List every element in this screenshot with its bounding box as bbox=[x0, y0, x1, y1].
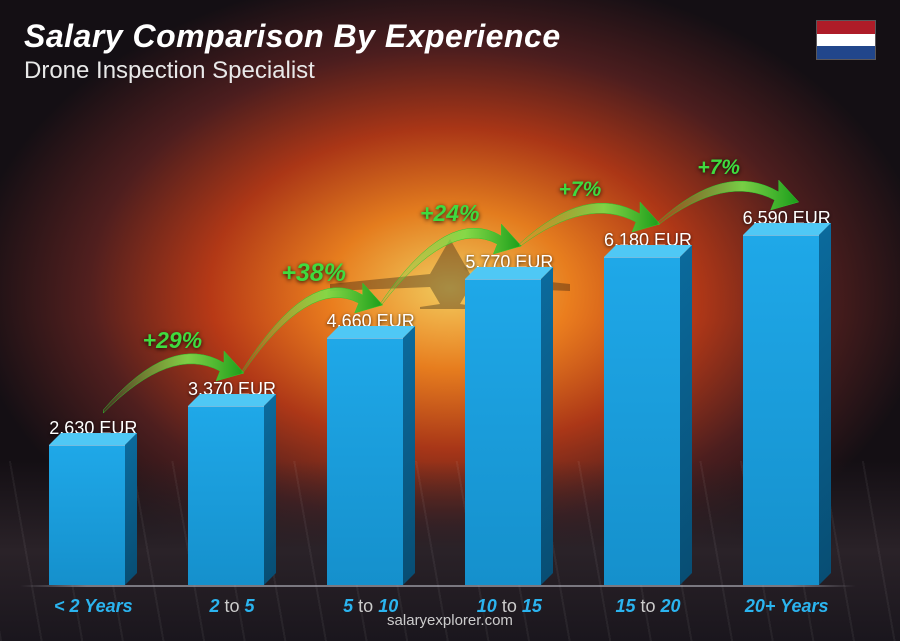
bar-top bbox=[743, 223, 831, 235]
bar-front bbox=[604, 257, 680, 585]
chart-title: Salary Comparison By Experience bbox=[24, 18, 561, 55]
bar-group: 2,630 EUR< 2 Years bbox=[30, 140, 157, 585]
bar-side bbox=[680, 245, 692, 585]
bar-group: 6,590 EUR20+ Years bbox=[723, 140, 850, 585]
bar-group: 6,180 EUR15 to 20 bbox=[585, 140, 712, 585]
bar-top bbox=[188, 394, 276, 406]
bar-top bbox=[604, 245, 692, 257]
bar-side bbox=[819, 223, 831, 585]
bar-top bbox=[49, 433, 137, 445]
bar-group: 4,660 EUR5 to 10 bbox=[307, 140, 434, 585]
flag-stripe bbox=[817, 46, 875, 59]
bar-front bbox=[188, 406, 264, 585]
title-block: Salary Comparison By Experience Drone In… bbox=[24, 18, 561, 85]
bar bbox=[188, 406, 276, 585]
bar-side bbox=[264, 394, 276, 585]
bar-side bbox=[125, 433, 137, 585]
flag-stripe bbox=[817, 21, 875, 34]
bar-front bbox=[743, 235, 819, 585]
bar-group: 5,770 EUR10 to 15 bbox=[446, 140, 573, 585]
bar-top bbox=[465, 267, 553, 279]
bar-front bbox=[465, 279, 541, 585]
chart-subtitle: Drone Inspection Specialist bbox=[24, 57, 561, 85]
bar-top bbox=[327, 326, 415, 338]
bar bbox=[743, 235, 831, 585]
bar bbox=[604, 257, 692, 585]
netherlands-flag-icon bbox=[816, 20, 876, 60]
chart-baseline bbox=[20, 585, 856, 587]
flag-stripe bbox=[817, 34, 875, 47]
bar bbox=[49, 445, 137, 585]
footer-attribution: salaryexplorer.com bbox=[0, 612, 900, 629]
bar-chart: 2,630 EUR< 2 Years3,370 EUR2 to 54,660 E… bbox=[30, 140, 850, 585]
bar-group: 3,370 EUR2 to 5 bbox=[169, 140, 296, 585]
bar-front bbox=[49, 445, 125, 585]
bar-front bbox=[327, 338, 403, 585]
bar-side bbox=[403, 326, 415, 585]
bar bbox=[327, 338, 415, 585]
bar bbox=[465, 279, 553, 585]
bar-side bbox=[541, 267, 553, 585]
